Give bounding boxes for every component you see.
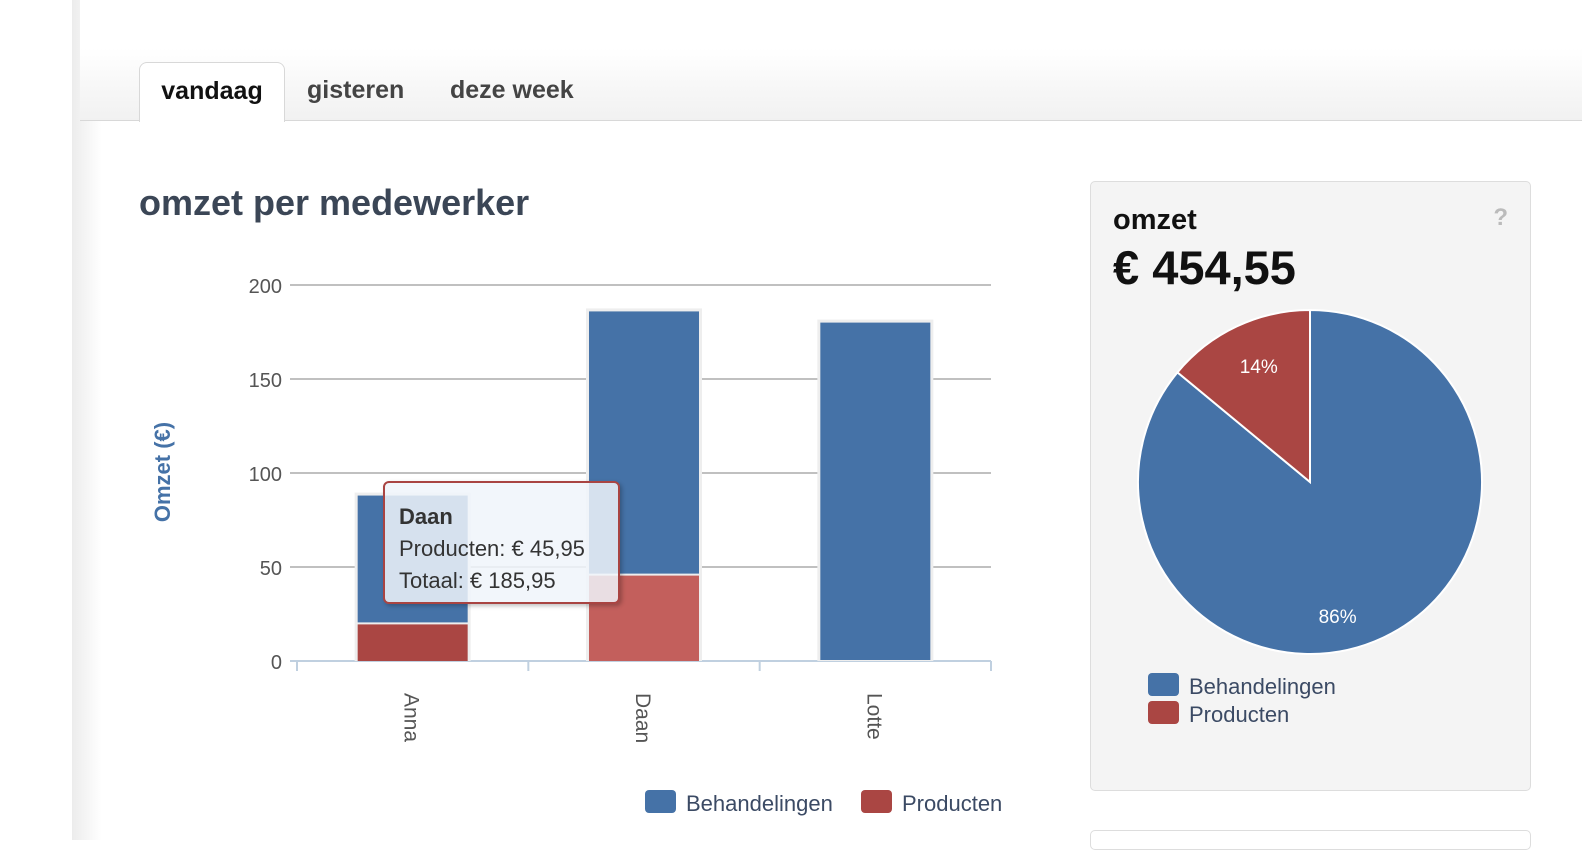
bar-behandelingen: [820, 322, 931, 660]
legend-swatch: [1148, 673, 1179, 696]
y-tick-label: 200: [249, 276, 282, 298]
x-tick-label: Anna: [400, 693, 423, 742]
help-icon[interactable]: ?: [1493, 204, 1508, 231]
tab-bar: [80, 0, 1582, 121]
bar-producten: [357, 624, 468, 661]
tooltip-title: Daan: [399, 504, 453, 529]
legend-swatch: [861, 790, 892, 813]
y-tick-label: 0: [271, 652, 282, 674]
pie-label: 14%: [1240, 357, 1278, 378]
pie-label: 86%: [1319, 607, 1357, 628]
legend-label: Producten: [1189, 702, 1289, 727]
x-tick-label: Lotte: [862, 693, 885, 740]
tooltip-line: Totaal: € 185,95: [399, 568, 556, 593]
tooltip: Daan Producten: € 45,95 Totaal: € 185,95: [383, 481, 620, 604]
page-title: omzet per medewerker: [139, 182, 530, 223]
legend-label: Behandelingen: [686, 791, 833, 816]
next-card: [1090, 830, 1531, 850]
tooltip-line: Producten: € 45,95: [399, 536, 585, 561]
card-total: € 454,55: [1113, 241, 1296, 294]
tab-deze-week[interactable]: deze week: [450, 76, 574, 104]
x-tick-label: Daan: [631, 693, 654, 743]
legend-label: Producten: [902, 791, 1002, 816]
card-title: omzet: [1113, 204, 1197, 236]
legend-label: Behandelingen: [1189, 674, 1336, 699]
tab-vandaag[interactable]: vandaag: [139, 62, 285, 122]
left-shadow: [72, 0, 102, 840]
legend-swatch: [645, 790, 676, 813]
legend-swatch: [1148, 701, 1179, 724]
pie-slice: [1176, 308, 1311, 485]
y-tick-label: 100: [249, 464, 282, 486]
left-margin: [0, 0, 72, 840]
tab-gisteren[interactable]: gisteren: [307, 76, 405, 104]
y-tick-label: 150: [249, 370, 282, 392]
y-axis-title: Omzet (€): [150, 422, 175, 522]
y-tick-label: 50: [260, 558, 282, 580]
